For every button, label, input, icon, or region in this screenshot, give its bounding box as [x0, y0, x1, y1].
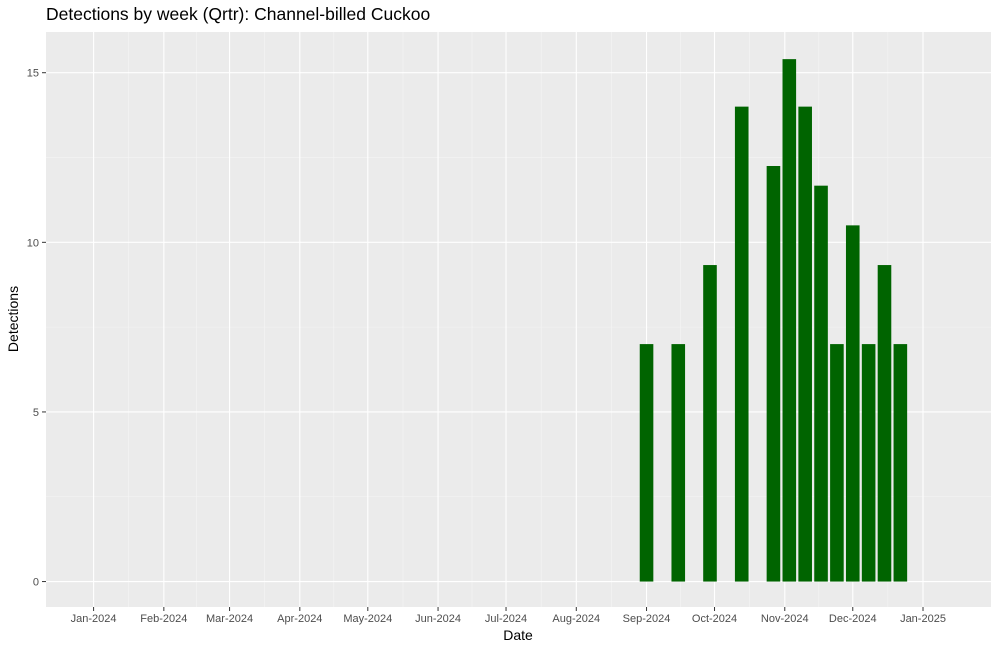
bar — [861, 344, 876, 582]
x-tick-label: May-2024 — [343, 613, 392, 625]
bar — [877, 265, 892, 582]
x-tick-label: Aug-2024 — [552, 613, 600, 625]
x-tick-label: Dec-2024 — [829, 613, 877, 625]
y-tick-label: 5 — [33, 407, 39, 419]
y-tick-label: 10 — [27, 237, 39, 249]
bar — [814, 185, 828, 582]
x-tick-label: Apr-2024 — [277, 613, 322, 625]
x-axis-title: Date — [503, 627, 533, 643]
bar — [734, 106, 749, 582]
chart-title: Detections by week (Qrtr): Channel-bille… — [46, 4, 431, 24]
bar — [845, 225, 860, 582]
x-tick-label: Nov-2024 — [761, 613, 809, 625]
bar — [893, 344, 908, 582]
x-tick-label: Mar-2024 — [206, 613, 253, 625]
x-tick-label: Jan-2024 — [71, 613, 117, 625]
bar — [830, 344, 844, 582]
bars — [639, 59, 908, 582]
x-tick-label: Sep-2024 — [623, 613, 671, 625]
bar — [703, 265, 717, 582]
x-tick-label: Jan-2025 — [900, 613, 946, 625]
x-axis-ticks: Jan-2024 Feb-2024 Mar-2024 Apr-2024 May-2024… — [71, 607, 946, 625]
y-axis-title: Detections — [5, 286, 21, 352]
bar — [798, 106, 812, 582]
x-tick-label: Jul-2024 — [485, 613, 527, 625]
bar — [639, 344, 654, 582]
bar — [766, 165, 781, 582]
x-tick-label: Jun-2024 — [415, 613, 461, 625]
y-axis-ticks: 0 5 10 15 — [27, 68, 46, 589]
y-tick-label: 0 — [33, 577, 39, 589]
x-tick-label: Feb-2024 — [140, 613, 187, 625]
bar — [782, 59, 797, 582]
y-tick-label: 15 — [27, 68, 39, 80]
bar — [671, 344, 686, 582]
x-tick-label: Oct-2024 — [692, 613, 737, 625]
